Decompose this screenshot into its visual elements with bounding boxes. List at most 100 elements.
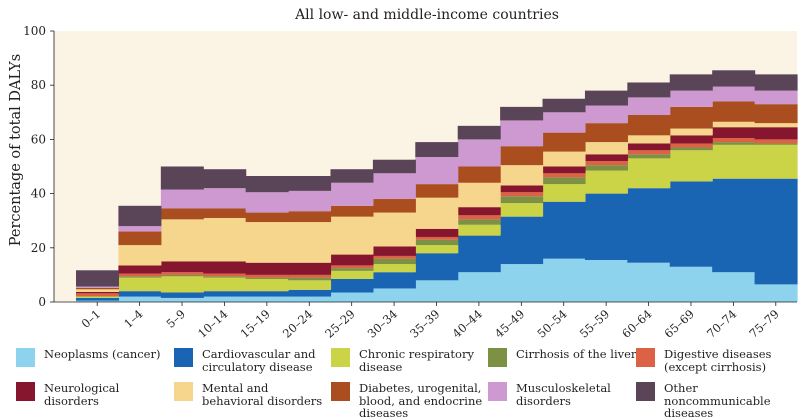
area-segment (372, 264, 416, 273)
legend-item: Musculoskeletal disorders (488, 382, 641, 407)
legend-item: Mental and behavioral disorders (174, 382, 327, 407)
legend-item: Neurological disorders (16, 382, 169, 407)
area-segment (712, 127, 756, 139)
area-segment (288, 277, 332, 281)
area-segment (669, 266, 713, 302)
area-segment (245, 192, 289, 213)
area-segment (457, 272, 501, 302)
area-segment (669, 135, 713, 144)
area-segment (245, 277, 289, 279)
area-segment (76, 289, 120, 292)
area-segment (584, 123, 628, 143)
area-segment (500, 264, 544, 302)
area-segment (584, 165, 628, 171)
area-segment (415, 157, 459, 185)
area-segment (203, 276, 247, 278)
area-segment (415, 280, 459, 302)
area-segment (288, 280, 332, 290)
x-tick-label: 0–1 (79, 307, 104, 331)
area-segment (500, 203, 544, 217)
area-segment (372, 272, 416, 289)
legend-label: Digestive diseases (except cirrhosis) (664, 347, 772, 374)
area-segment (203, 169, 247, 189)
area-segment (627, 154, 671, 159)
legend-swatch (16, 348, 35, 367)
area-segment (627, 82, 671, 98)
area-segment (542, 177, 586, 185)
area-segment (203, 261, 247, 274)
area-segment (203, 296, 247, 302)
legend-label: Neoplasms (cancer) (44, 347, 161, 361)
stacked-area-chart: All low- and middle-income countries 0 20… (8, 7, 798, 340)
area-segment (669, 74, 713, 91)
area-segment (500, 216, 544, 265)
area-segment (330, 205, 374, 217)
area-segment (160, 297, 204, 302)
x-tick-label: 35–39 (407, 307, 442, 340)
area-segment (415, 184, 459, 198)
area-segment (203, 291, 247, 297)
series-5 (76, 138, 798, 297)
area-segment (245, 291, 289, 297)
x-tick-label: 1–4 (121, 307, 146, 331)
area-segment (712, 101, 756, 122)
area-segment (330, 292, 374, 302)
legend-item: Cirrhosis of the liver (488, 348, 641, 367)
area-segment (627, 158, 671, 189)
area-segment (627, 150, 671, 155)
area-segment (627, 143, 671, 151)
area-segment (76, 291, 120, 294)
area-segment (542, 173, 586, 178)
area-segment (584, 161, 628, 166)
area-segment (330, 254, 374, 266)
area-segment (457, 182, 501, 208)
area-segment (542, 151, 586, 167)
x-tick-label: 50–54 (534, 307, 569, 340)
area-segment (288, 211, 332, 223)
x-axis: 0–1 1–4 5–9 10–14 15–19 20–24 25–29 30–34 35–39 4… (54, 301, 797, 340)
area-segment (669, 150, 713, 182)
area-segment (669, 147, 713, 151)
area-segment (330, 268, 374, 271)
area-segment (754, 284, 798, 302)
area-segment (160, 276, 204, 293)
area-segment (118, 265, 162, 274)
series-8 (76, 101, 798, 290)
legend-swatch (331, 382, 350, 401)
area-segment (76, 296, 120, 297)
area-segment (245, 175, 289, 193)
area-segment (288, 274, 332, 278)
area-segment (584, 90, 628, 106)
series-10 (76, 70, 798, 287)
area-segment (754, 178, 798, 285)
area-segment (669, 90, 713, 107)
x-tick-label: 70–74 (704, 307, 739, 340)
y-tick-label: 40 (31, 187, 46, 201)
area-segment (457, 215, 501, 220)
area-segment (118, 291, 162, 297)
legend-label: Cardiovascular and circulatory disease (202, 347, 316, 374)
area-segment (288, 262, 332, 275)
legend-label: Cirrhosis of the liver (516, 347, 637, 361)
area-segment (118, 277, 162, 292)
legend-item: Diabetes, urogenital, blood, and endocri… (331, 382, 484, 420)
area-segment (754, 143, 798, 145)
y-axis-title: Percentage of total DALYs (8, 54, 24, 246)
area-segment (542, 258, 586, 302)
y-tick-label: 0 (38, 295, 46, 309)
area-segment (500, 165, 544, 186)
area-segment (288, 296, 332, 302)
area-segment (669, 181, 713, 267)
x-tick-label: 65–69 (662, 307, 697, 340)
chart-title: All low- and middle-income countries (294, 7, 559, 23)
area-segment (500, 185, 544, 193)
area-segment (245, 222, 289, 263)
area-segment (330, 278, 374, 293)
area-segment (542, 132, 586, 152)
series-4 (76, 142, 798, 297)
area-segment (500, 106, 544, 121)
series-3 (76, 144, 798, 298)
area-segment (584, 105, 628, 124)
legend-label: Musculoskeletal disorders (516, 381, 611, 408)
area-segment (372, 258, 416, 265)
